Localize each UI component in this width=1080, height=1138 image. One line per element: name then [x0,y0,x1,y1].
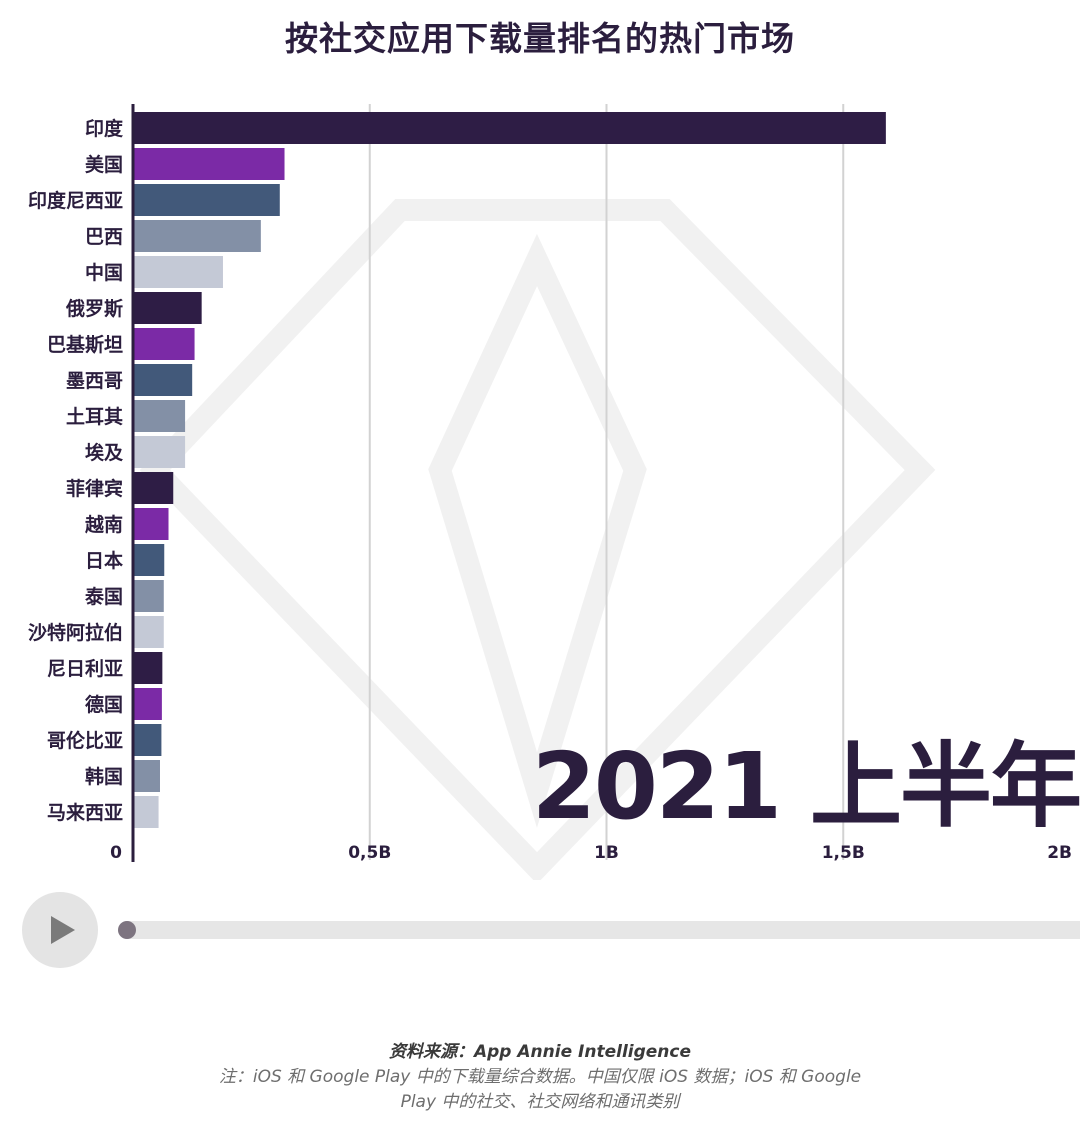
category-label: 沙特阿拉伯 [28,621,123,644]
category-label: 俄罗斯 [65,297,123,320]
bar-chart: 印度美国印度尼西亚巴西中国俄罗斯巴基斯坦墨西哥土耳其埃及菲律宾越南日本泰国沙特阿… [28,104,1072,880]
bar [133,760,160,792]
category-label: 印度 [85,117,124,140]
bar [133,292,202,324]
bar [133,112,886,144]
category-label: 埃及 [85,441,124,464]
timeline-track[interactable] [120,921,1080,939]
bar [133,544,165,576]
bar [133,724,162,756]
watermark-inner [428,233,647,828]
category-label: 马来西亚 [47,802,123,824]
bars [133,112,886,828]
category-label: 中国 [85,261,123,284]
chart-title: 按社交应用下载量排名的热门市场 [285,19,795,58]
source-text: 资料来源：App Annie Intelligence [388,1042,692,1062]
x-tick-labels: 0 0,5B 1B 1,5B 2B [110,843,1072,863]
watermark-outline [139,199,936,880]
play-icon [51,916,75,944]
category-label: 越南 [84,513,123,536]
watermark-diamond [139,199,936,880]
category-labels: 印度美国印度尼西亚巴西中国俄罗斯巴基斯坦墨西哥土耳其埃及菲律宾越南日本泰国沙特阿… [28,117,124,824]
bar [133,580,164,612]
note-text: 注：iOS 和 Google Play 中的下载量综合数据。中国仅限 iOS 数… [218,1067,862,1087]
bar [133,472,174,504]
category-label: 哥伦比亚 [47,729,123,752]
timeline-handle[interactable] [118,921,136,939]
bar [133,508,169,540]
category-label: 巴基斯坦 [47,333,123,356]
bar [133,148,285,180]
bar [133,616,164,648]
x-tick-label: 1B [594,843,619,863]
period-label: 2021 上半年 [531,733,1080,840]
category-label: 泰国 [84,585,123,608]
bar [133,796,159,828]
bar [133,220,261,252]
bar [133,688,162,720]
category-label: 日本 [85,549,123,572]
x-tick-label: 0 [110,843,122,863]
category-label: 墨西哥 [66,370,123,392]
category-label: 印度尼西亚 [28,189,123,212]
x-tick-label: 1,5B [822,843,865,863]
gridlines [368,104,845,860]
bar [133,328,195,360]
category-label: 菲律宾 [66,477,123,500]
bar [133,364,193,396]
note-text-continued: Play 中的社交、社交网络和通讯类别 [400,1092,680,1112]
category-label: 韩国 [85,765,123,788]
bar [133,652,163,684]
bar [133,400,186,432]
category-label: 德国 [85,693,123,716]
category-label: 尼日利亚 [47,658,123,680]
bar [133,436,186,468]
play-button[interactable] [22,892,98,968]
bar [133,184,280,216]
category-label: 土耳其 [66,406,123,428]
category-label: 美国 [85,153,123,176]
x-tick-label: 0,5B [348,843,391,863]
x-tick-label: 2B [1047,843,1072,863]
bar [133,256,223,288]
category-label: 巴西 [85,226,123,248]
